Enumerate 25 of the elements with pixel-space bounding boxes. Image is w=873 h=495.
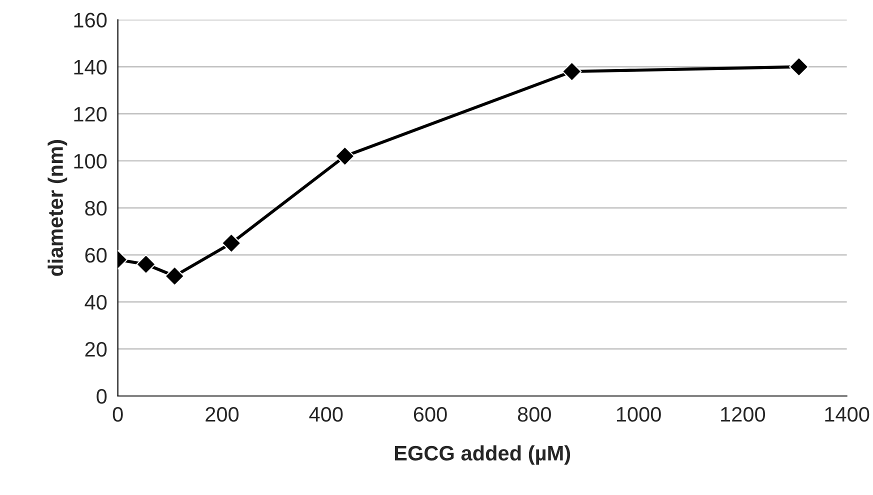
point [222, 233, 242, 254]
x-tick-label: 800 [518, 406, 551, 422]
y-tick-label: 0 [96, 389, 107, 404]
point [164, 266, 184, 286]
point [335, 146, 355, 166]
x-tick-label: 1400 [825, 406, 870, 422]
y-tick-label: 100 [74, 154, 107, 169]
x-tick-label: 1200 [721, 406, 766, 422]
y-tick-label: 120 [74, 106, 107, 122]
point [789, 56, 809, 77]
x-axis-title: EGCG added (µM) [394, 445, 570, 465]
y-axis-title: diameter (nm) [48, 140, 68, 276]
x-tick-label: 600 [414, 406, 447, 422]
y-tick-label: 40 [84, 294, 107, 310]
y-tick-label: 60 [85, 248, 107, 263]
x-tick-label: 200 [206, 406, 239, 422]
x-tick-label: 400 [309, 406, 343, 422]
point [136, 254, 156, 274]
y-tick-label: 160 [74, 12, 107, 28]
y-tick-label: 20 [85, 342, 107, 357]
x-tick-label: 0 [112, 406, 123, 422]
point [562, 62, 582, 82]
y-tick-label: 80 [85, 200, 107, 216]
x-tick-label: 1000 [616, 406, 661, 422]
y-tick-label: 140 [74, 60, 107, 75]
